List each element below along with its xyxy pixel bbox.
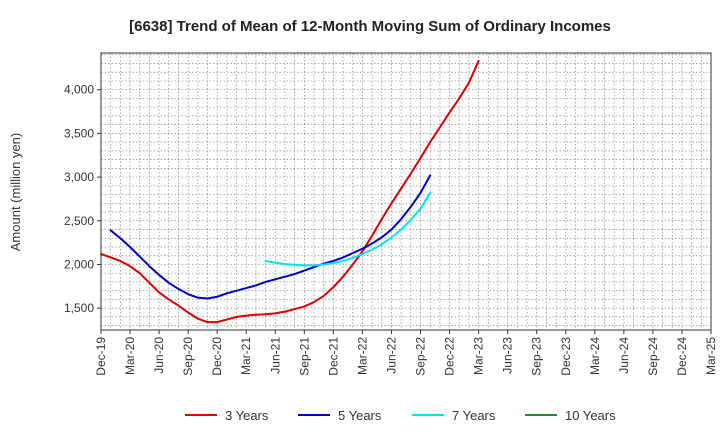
series-lines	[100, 59, 480, 324]
y-tick-label: 2,000	[64, 257, 94, 271]
series-line-3-years	[100, 59, 480, 324]
legend-label-5-years: 5 Years	[338, 408, 382, 423]
series-line-5-years	[109, 174, 432, 300]
y-tick-label: 4,000	[64, 83, 94, 97]
grid	[101, 53, 711, 330]
x-tick-label: Dec-22	[443, 337, 457, 376]
y-axis-label: Amount (million yen)	[8, 133, 23, 252]
y-axis: 1,500 2,000 2,500 3,000 3,500 4,000	[64, 83, 101, 315]
x-axis: Dec-19 Mar-20 Jun-20 Sep-20 Dec-20 Mar-21 Jun-…	[94, 330, 718, 376]
x-tick-label: Dec-20	[210, 337, 224, 376]
x-tick-label: Sep-20	[181, 337, 195, 376]
x-tick-label: Mar-23	[472, 337, 486, 375]
plot-area	[101, 53, 711, 330]
plot-frame	[100, 52, 712, 331]
x-tick-label: Jun-21	[268, 337, 282, 374]
x-tick-label: Sep-24	[646, 337, 660, 376]
series-line-7-years	[264, 191, 432, 267]
y-tick-label: 3,500	[64, 126, 94, 140]
y-tick-label: 2,500	[64, 214, 94, 228]
x-tick-label: Sep-23	[530, 337, 544, 376]
x-tick-label: Dec-23	[559, 337, 573, 376]
x-tick-label: Mar-21	[239, 337, 253, 375]
x-tick-label: Mar-25	[704, 337, 718, 375]
legend-label-7-years: 7 Years	[452, 408, 496, 423]
legend-label-10-years: 10 Years	[565, 408, 616, 423]
x-tick-label: Jun-22	[384, 337, 398, 374]
x-tick-label: Mar-20	[123, 337, 137, 375]
legend: 3 Years 5 Years 7 Years 10 Years	[185, 408, 616, 423]
y-tick-label: 1,500	[64, 301, 94, 315]
y-tick-label: 3,000	[64, 170, 94, 184]
x-tick-label: Jun-24	[617, 337, 631, 374]
x-tick-label: Dec-19	[94, 337, 108, 376]
x-tick-label: Mar-24	[588, 337, 602, 375]
x-tick-label: Sep-22	[414, 337, 428, 376]
x-tick-label: Sep-21	[297, 337, 311, 376]
x-tick-label: Jun-20	[152, 337, 166, 374]
x-tick-label: Mar-22	[355, 337, 369, 375]
x-tick-label: Dec-24	[675, 337, 689, 376]
x-tick-label: Jun-23	[501, 337, 515, 374]
legend-label-3-years: 3 Years	[225, 408, 269, 423]
chart-title: [6638] Trend of Mean of 12-Month Moving …	[129, 18, 611, 35]
x-tick-label: Dec-21	[326, 337, 340, 376]
